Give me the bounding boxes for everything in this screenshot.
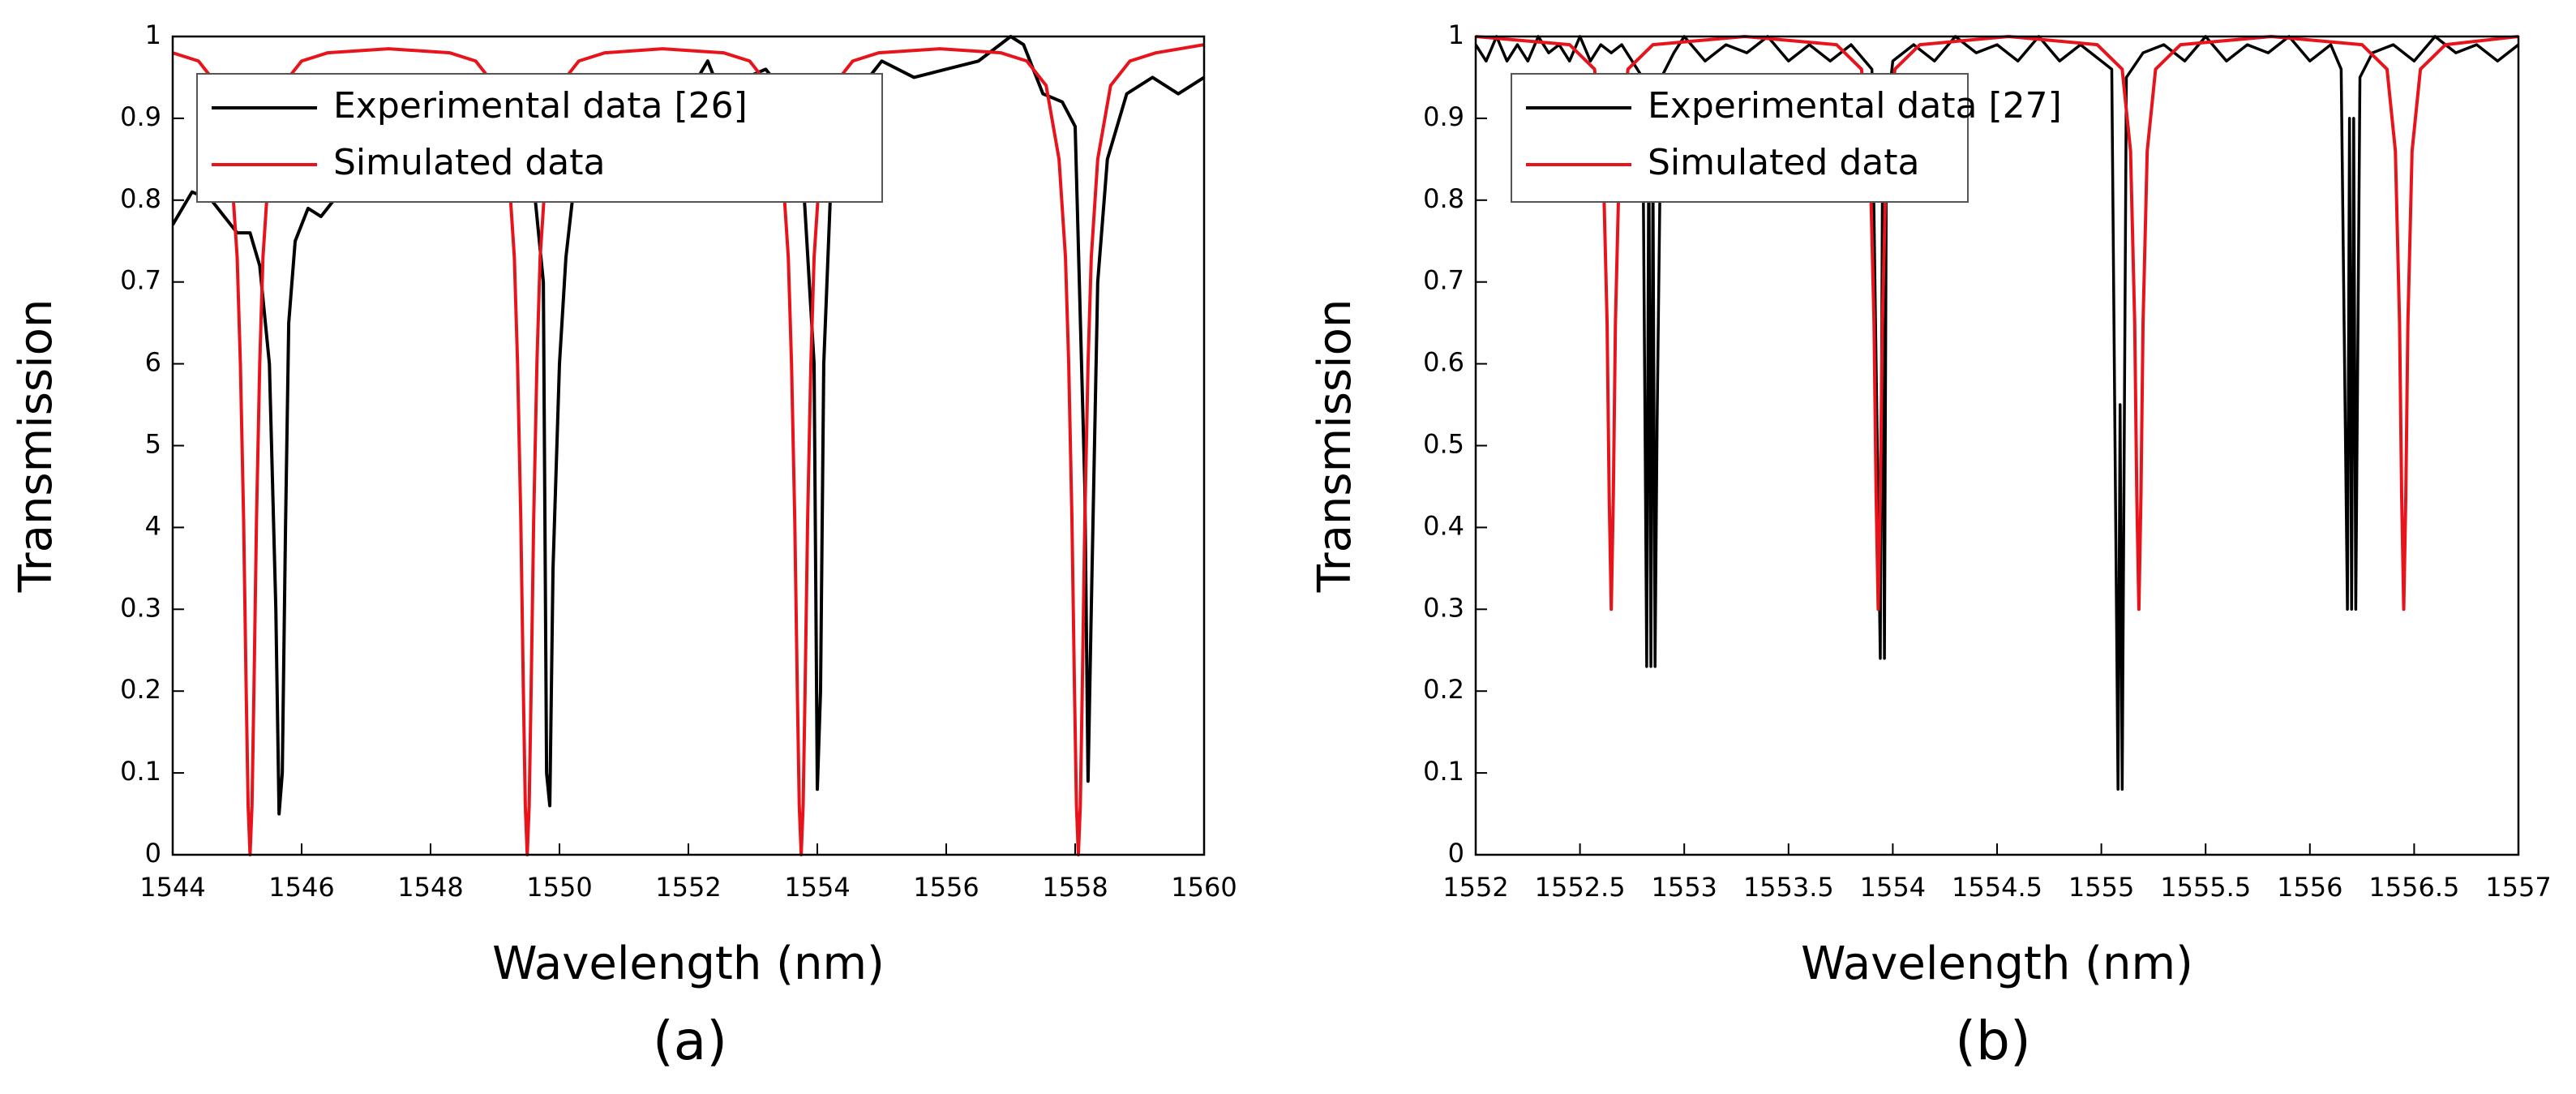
x-tick-label: 1557 bbox=[2485, 872, 2551, 903]
panel: 0 0.1 0.2 0.3 0.4 0.5 0.6 0.7 0.8 0.9 1 1552 1552.5 1… bbox=[1309, 19, 2552, 1072]
x-axis-title: Wavelength (nm) bbox=[1801, 937, 2193, 990]
x-tick-label: 1546 bbox=[268, 872, 334, 903]
y-tick-label: 0.2 bbox=[120, 674, 161, 705]
y-tick-label: 0.7 bbox=[1423, 265, 1464, 296]
x-axis-title: Wavelength (nm) bbox=[492, 937, 885, 990]
y-tick-label: 6 bbox=[145, 347, 161, 378]
y-axis-title: Transmission bbox=[10, 299, 62, 594]
y-tick-label: 0.5 bbox=[1423, 429, 1464, 460]
x-tick-label: 1554.5 bbox=[1952, 872, 2042, 903]
y-tick-label: 0.3 bbox=[1423, 592, 1464, 623]
panel-caption: (b) bbox=[1955, 1010, 2030, 1072]
y-tick-label: 0.7 bbox=[120, 265, 161, 296]
plot-frame bbox=[1474, 35, 2520, 856]
legend: Experimental data [27] Simulated data bbox=[1511, 73, 2062, 203]
x-tick-label: 1555.5 bbox=[2160, 872, 2251, 903]
series-line bbox=[1476, 35, 2518, 792]
y-tick-label: 0.6 bbox=[1423, 347, 1464, 378]
x-tick-label: 1552.5 bbox=[1535, 872, 1626, 903]
y-tick-label: 0.8 bbox=[1423, 183, 1464, 214]
legend-label: Experimental data [27] bbox=[1648, 85, 2062, 127]
x-tick-label: 1556 bbox=[2277, 872, 2342, 903]
y-tick-label: 0.4 bbox=[1423, 510, 1464, 541]
y-tick-label: 1 bbox=[145, 19, 161, 50]
y-tick-label: 0.9 bbox=[1423, 101, 1464, 132]
x-tick-label: 1555 bbox=[2068, 872, 2134, 903]
y-tick-label: 5 bbox=[145, 429, 161, 460]
x-tick-label: 1556.5 bbox=[2368, 872, 2459, 903]
y-tick-label: 0.8 bbox=[120, 183, 161, 214]
y-axis-title: Transmission bbox=[1309, 299, 1361, 594]
x-tick-label: 1554 bbox=[1860, 872, 1926, 903]
y-tick-label: 4 bbox=[145, 510, 161, 541]
legend-box bbox=[1511, 73, 1969, 203]
plot-frame bbox=[171, 35, 1206, 856]
y-tick-label: 0 bbox=[1448, 838, 1464, 869]
panel-caption: (a) bbox=[653, 1010, 727, 1072]
legend-box bbox=[196, 73, 883, 203]
x-tick-label: 1554 bbox=[784, 872, 850, 903]
x-tick-label: 1553 bbox=[1651, 872, 1717, 903]
series-line bbox=[173, 43, 1204, 856]
x-tick-label: 1558 bbox=[1042, 872, 1108, 903]
x-tick-label: 1556 bbox=[913, 872, 979, 903]
legend: Experimental data [26] Simulated data bbox=[196, 73, 883, 203]
x-tick-label: 1560 bbox=[1171, 872, 1237, 903]
y-tick-label: 0.3 bbox=[120, 592, 161, 623]
x-tick-label: 1544 bbox=[139, 872, 205, 903]
legend-label: Simulated data bbox=[333, 142, 605, 183]
x-tick-label: 1548 bbox=[397, 872, 463, 903]
panel: 0 0.1 0.2 0.3 4 5 6 0.7 0.8 0.9 1 1544 1546 1548 1550 1… bbox=[10, 19, 1237, 1072]
legend-label: Simulated data bbox=[1648, 142, 1919, 183]
x-tick-label: 1550 bbox=[526, 872, 592, 903]
y-tick-label: 0.9 bbox=[120, 101, 161, 132]
x-tick-label: 1552 bbox=[1442, 872, 1508, 903]
y-tick-label: 0.1 bbox=[1423, 756, 1464, 787]
y-tick-label: 0.1 bbox=[120, 756, 161, 787]
legend-label: Experimental data [26] bbox=[333, 85, 748, 127]
x-tick-label: 1552 bbox=[655, 872, 721, 903]
x-tick-label: 1553.5 bbox=[1743, 872, 1834, 903]
y-tick-label: 0 bbox=[145, 838, 161, 869]
y-tick-label: 1 bbox=[1448, 19, 1464, 50]
y-tick-label: 0.2 bbox=[1423, 674, 1464, 705]
